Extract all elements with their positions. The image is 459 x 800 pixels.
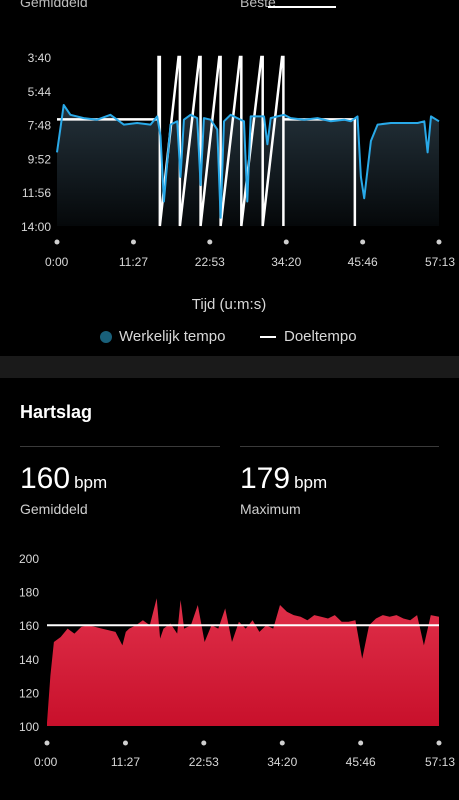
avg-heart-rate-value: 160 [20, 462, 71, 495]
hr-x-tick-label: 34:20 [267, 755, 297, 769]
pace-area-fill [57, 105, 439, 226]
max-heart-rate-label: Maximum [240, 501, 301, 517]
legend-target-pace: Doeltempo [260, 328, 357, 345]
hr-y-tick-label: 180 [19, 586, 39, 600]
legend-actual-pace: Werkelijk tempo [100, 328, 225, 345]
hr-x-tick-dot [279, 740, 285, 746]
pace-legend: Werkelijk tempo Doeltempo [0, 328, 459, 350]
pace-y-tick-label: 5:44 [28, 85, 52, 99]
pace-x-tick-label: 22:53 [195, 255, 225, 269]
average-pace-label: Gemiddeld [20, 0, 88, 10]
hr-x-tick-label: 11:27 [111, 755, 140, 769]
hr-x-tick-dot [201, 740, 207, 746]
pace-y-tick-label: 14:00 [21, 220, 51, 234]
max-heart-rate-value: 179 [240, 462, 291, 495]
hr-x-tick-dot [436, 740, 442, 746]
section-separator [0, 356, 459, 378]
pace-x-tick-label: 11:27 [119, 255, 148, 269]
pace-x-tick-dot [54, 239, 60, 245]
hr-y-tick-label: 140 [19, 653, 39, 667]
hr-x-tick-dot [44, 740, 50, 746]
heart-rate-area [47, 598, 439, 726]
legend-actual-label: Werkelijk tempo [119, 328, 226, 345]
actual-pace-dot-icon [100, 330, 112, 343]
avg-heart-rate: 160 bpm [20, 462, 107, 496]
legend-target-label: Doeltempo [284, 328, 357, 345]
pace-y-tick-label: 9:52 [28, 152, 52, 166]
pace-x-tick-dot [360, 239, 366, 245]
max-heart-rate: 179 bpm [240, 462, 327, 496]
pace-x-axis-label: Tijd (u:m:s) [192, 296, 266, 313]
pace-x-tick-label: 34:20 [271, 255, 301, 269]
pace-y-tick-label: 7:48 [28, 119, 52, 133]
hr-x-tick-dot [122, 740, 128, 746]
hr-x-tick-label: 57:13 [425, 755, 455, 769]
best-pace-label: Beste [240, 0, 276, 10]
pace-x-tick-dot [130, 239, 136, 245]
divider-right [240, 446, 439, 447]
max-heart-rate-unit: bpm [294, 473, 328, 492]
hr-x-tick-dot [358, 740, 364, 746]
hr-y-tick-label: 160 [19, 619, 39, 633]
pace-x-tick-label: 57:13 [425, 255, 455, 269]
hr-y-tick-label: 120 [19, 686, 39, 700]
avg-heart-rate-label: Gemiddeld [20, 501, 88, 517]
pace-chart: 3:40 5:44 7:48 9:52 11:56 14:00 0:00 11:27 22:5… [21, 51, 455, 313]
hr-x-tick-label: 0:00 [34, 755, 58, 769]
pace-x-tick-dot [283, 239, 289, 245]
pace-x-tick-label: 0:00 [45, 255, 69, 269]
actual-pace-line [56, 104, 440, 219]
hr-x-tick-label: 22:53 [189, 755, 219, 769]
pace-x-tick-label: 45:46 [348, 255, 378, 269]
pace-x-tick-dot [436, 239, 442, 245]
avg-heart-rate-unit: bpm [74, 473, 108, 492]
hr-y-tick-label: 100 [19, 720, 39, 734]
divider-left [20, 446, 220, 447]
pace-x-tick-dot [207, 239, 213, 245]
pace-y-tick-label: 3:40 [28, 51, 52, 65]
hr-y-tick-label: 200 [19, 552, 39, 566]
target-pace-line-icon [260, 335, 276, 338]
hr-x-tick-label: 45:46 [346, 755, 376, 769]
top-divider [268, 6, 336, 8]
heart-rate-title: Hartslag [20, 402, 93, 422]
pace-y-tick-label: 11:56 [22, 186, 51, 200]
heart-rate-chart: 200 180 160 140 120 100 0:00 11:27 22:53 34:20 45… [19, 552, 455, 769]
